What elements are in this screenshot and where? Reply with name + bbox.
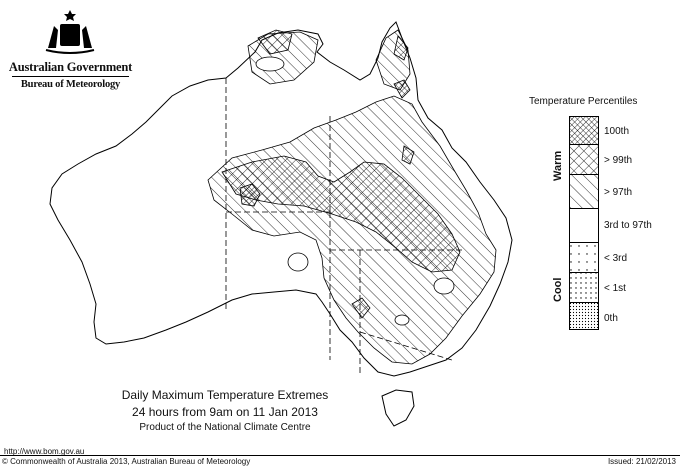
- record-100th-regions: [239, 79, 411, 207]
- legend-label-normal: 3rd to 97th: [604, 220, 652, 231]
- legend-title: Temperature Percentiles: [529, 96, 638, 107]
- map-title: Daily Maximum Temperature Extremes: [121, 388, 329, 402]
- legend-swatches: [569, 116, 599, 330]
- footer-url[interactable]: http://www.bom.gov.au: [4, 447, 85, 456]
- swatch-below-3rd: [569, 242, 599, 273]
- footer-divider: [0, 455, 680, 456]
- footer-issued-date: Issued: 21/02/2013: [607, 457, 676, 466]
- swatch-97th: [569, 174, 599, 209]
- swatch-99th: [569, 144, 599, 175]
- swatch-below-1st: [569, 272, 599, 303]
- legend-cool-label: Cool: [552, 277, 564, 302]
- bureau-name: Bureau of Meteorology: [20, 79, 121, 90]
- logo-divider: [12, 76, 129, 77]
- coat-of-arms-icon: [45, 10, 95, 54]
- legend-label-99th: > 99th: [604, 155, 633, 166]
- map-subtitle: 24 hours from 9am on 11 Jan 2013: [132, 405, 318, 419]
- product-note: Product of the National Climate Centre: [139, 422, 311, 433]
- legend-label-below-3rd: < 3rd: [604, 253, 628, 264]
- government-name: Australian Government: [8, 60, 133, 74]
- legend-label-below-1st: < 1st: [604, 283, 626, 294]
- legend-warm-label: Warm: [552, 150, 564, 181]
- swatch-100th: [569, 116, 599, 145]
- normal-range-patches: [255, 56, 455, 326]
- tasmania-outline: [381, 389, 415, 427]
- footer-copyright: © Commonwealth of Australia 2013, Austra…: [2, 457, 251, 466]
- swatch-normal: [569, 208, 599, 243]
- government-logo: Australian Government Bureau of Meteorol…: [8, 8, 133, 91]
- legend-label-100th: 100th: [604, 126, 630, 137]
- above-99th-regions: [221, 29, 461, 319]
- swatch-0th: [569, 302, 599, 330]
- legend-label-0th: 0th: [604, 313, 618, 324]
- legend-label-97th: > 97th: [604, 187, 633, 198]
